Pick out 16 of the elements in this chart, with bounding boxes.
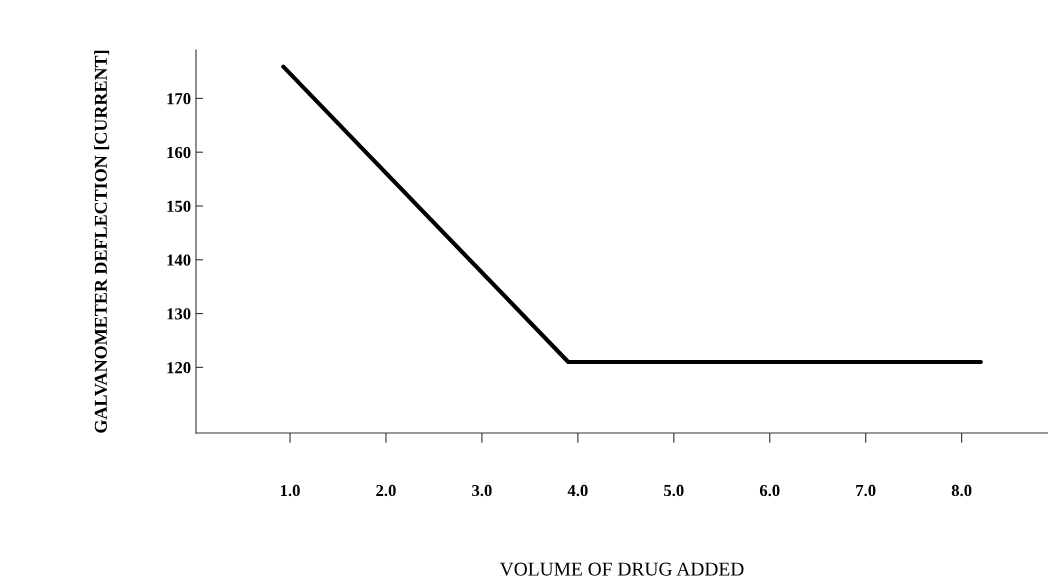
x-tick-label: 7.0 [856,484,876,497]
x-tick-label: 3.0 [472,484,492,497]
x-tick-label: 1.0 [280,484,300,497]
x-tick-label: 6.0 [759,484,780,497]
x-tick-label: 5.0 [664,484,684,497]
y-tick-label: 170 [167,93,191,105]
x-tick-label: 4.0 [567,484,588,497]
y-tick-label: 120 [167,362,191,374]
y-tick-label: 140 [167,254,191,266]
x-tick-label: 2.0 [376,484,396,497]
x-axis-title: VOLUME OF DRUG ADDED [499,562,744,576]
y-tick-label: 130 [167,308,191,320]
y-tick-label: 150 [167,200,191,212]
x-tick-label: 8.0 [951,484,972,497]
y-axis-title: GALVANOMETER DEFLECTION [CURRENT] [94,50,110,433]
y-tick-label: 160 [167,146,191,159]
